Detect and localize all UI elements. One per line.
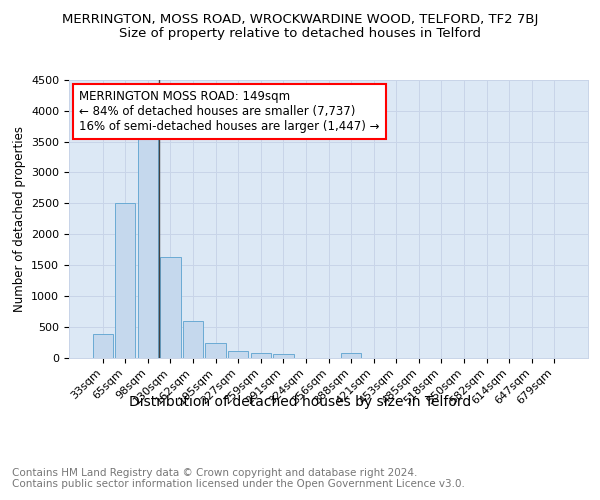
- Bar: [115, 204, 136, 358]
- Text: Size of property relative to detached houses in Telford: Size of property relative to detached ho…: [119, 28, 481, 40]
- Y-axis label: Number of detached properties: Number of detached properties: [13, 126, 26, 312]
- Text: MERRINGTON, MOSS ROAD, WROCKWARDINE WOOD, TELFORD, TF2 7BJ: MERRINGTON, MOSS ROAD, WROCKWARDINE WOOD…: [62, 12, 538, 26]
- Text: Contains HM Land Registry data © Crown copyright and database right 2024.
Contai: Contains HM Land Registry data © Crown c…: [12, 468, 465, 489]
- Bar: [228, 351, 248, 358]
- Bar: [138, 128, 158, 358]
- Bar: [273, 354, 293, 358]
- Text: Distribution of detached houses by size in Telford: Distribution of detached houses by size …: [129, 395, 471, 409]
- Text: MERRINGTON MOSS ROAD: 149sqm
← 84% of detached houses are smaller (7,737)
16% of: MERRINGTON MOSS ROAD: 149sqm ← 84% of de…: [79, 90, 380, 132]
- Bar: [160, 257, 181, 358]
- Bar: [341, 353, 361, 358]
- Bar: [183, 320, 203, 358]
- Bar: [92, 334, 113, 357]
- Bar: [251, 354, 271, 358]
- Bar: [205, 342, 226, 357]
